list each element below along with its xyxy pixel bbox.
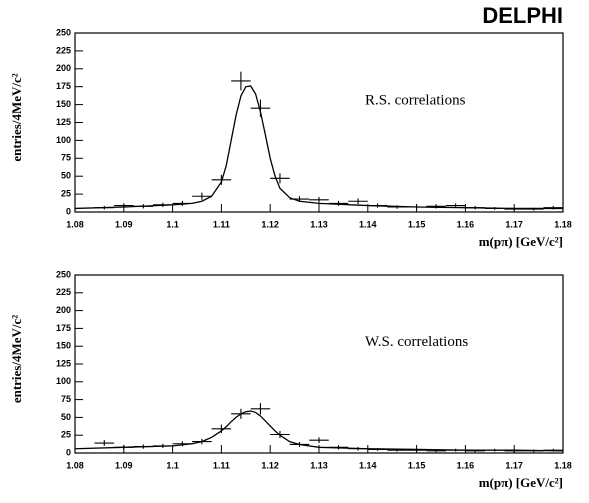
y-tick-label: 250	[56, 27, 71, 37]
annotation: R.S. correlations	[365, 92, 466, 108]
x-tick-label: 1.08	[66, 460, 84, 470]
x-tick-label: 1.09	[115, 460, 133, 470]
y-tick-label: 0	[66, 206, 71, 216]
x-tick-label: 1.17	[505, 460, 523, 470]
experiment-label: DELPHI	[482, 3, 563, 28]
x-tick-label: 1.17	[505, 219, 523, 229]
x-tick-label: 1.1	[166, 460, 179, 470]
y-tick-label: 25	[61, 430, 71, 440]
fit-curve	[74, 85, 563, 210]
x-tick-label: 1.08	[66, 219, 84, 229]
y-tick-label: 200	[56, 305, 71, 315]
y-tick-label: 0	[66, 447, 71, 457]
y-tick-label: 75	[61, 153, 71, 163]
x-tick-label: 1.13	[310, 219, 328, 229]
y-tick-label: 50	[61, 412, 71, 422]
x-tick-label: 1.1	[166, 219, 179, 229]
y-tick-label: 100	[56, 135, 71, 145]
y-tick-label: 25	[61, 188, 71, 198]
annotation: W.S. correlations	[365, 334, 468, 350]
y-tick-label: 225	[56, 45, 71, 55]
y-tick-label: 225	[56, 287, 71, 297]
fit-curve	[74, 410, 564, 452]
y-tick-label: 100	[56, 376, 71, 386]
y-tick-label: 150	[56, 99, 71, 109]
y-axis-label: entries/4MeV/c²	[9, 315, 24, 403]
y-tick-label: 150	[56, 341, 71, 351]
x-tick-label: 1.14	[359, 219, 377, 229]
x-tick-label: 1.11	[213, 460, 230, 470]
x-tick-label: 1.15	[408, 460, 426, 470]
x-tick-label: 1.13	[310, 460, 328, 470]
y-tick-label: 125	[56, 117, 71, 127]
y-tick-label: 125	[56, 358, 71, 368]
y-tick-label: 75	[61, 394, 71, 404]
x-tick-label: 1.12	[261, 460, 279, 470]
x-tick-label: 1.18	[554, 219, 572, 229]
x-tick-label: 1.18	[554, 460, 572, 470]
x-tick-label: 1.16	[457, 219, 475, 229]
x-axis-label: m(pπ) [GeV/c²]	[479, 475, 563, 490]
x-tick-label: 1.11	[213, 219, 230, 229]
y-axis-label: entries/4MeV/c²	[9, 73, 24, 161]
y-tick-label: 175	[56, 323, 71, 333]
y-tick-label: 200	[56, 63, 71, 73]
x-tick-label: 1.12	[261, 219, 279, 229]
x-tick-label: 1.14	[359, 460, 377, 470]
x-axis-label: m(pπ) [GeV/c²]	[479, 234, 563, 249]
x-tick-label: 1.09	[115, 219, 133, 229]
y-tick-label: 50	[61, 171, 71, 181]
y-tick-label: 250	[56, 269, 71, 279]
y-tick-label: 175	[56, 81, 71, 91]
x-tick-label: 1.16	[457, 460, 475, 470]
x-tick-label: 1.15	[408, 219, 426, 229]
